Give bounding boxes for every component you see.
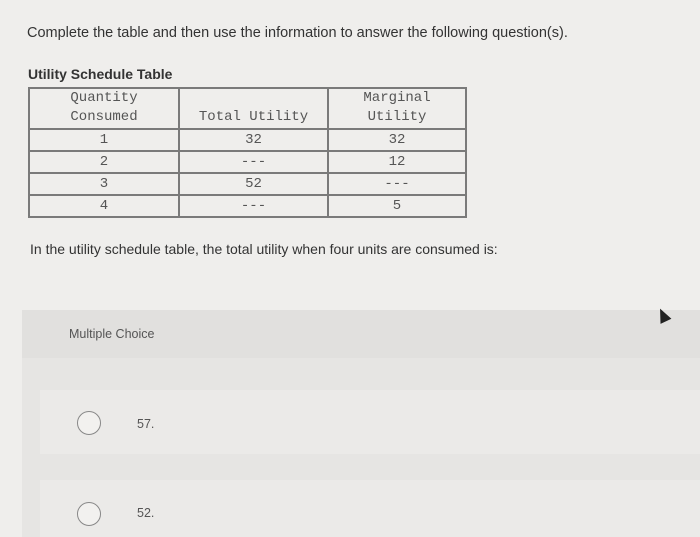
cell: 3 [28, 172, 180, 196]
panel-header: Multiple Choice [22, 310, 700, 358]
cell: 4 [28, 194, 180, 218]
table-title: Utility Schedule Table [28, 66, 173, 82]
cell: 32 [178, 128, 329, 152]
multiple-choice-label: Multiple Choice [69, 327, 155, 341]
cell: --- [327, 172, 467, 196]
instructions: Complete the table and then use the info… [27, 25, 568, 41]
table-row: 2 --- 12 [28, 150, 467, 174]
cell: 12 [327, 150, 467, 174]
multiple-choice-panel: Multiple Choice 57. 52. [22, 310, 700, 537]
radio-button[interactable] [77, 411, 101, 435]
cell: --- [178, 150, 329, 174]
table-header-row: Quantity Consumed Total Utility Marginal U… [28, 87, 467, 130]
table-row: 3 52 --- [28, 172, 467, 196]
choice-option-57[interactable]: 57. [40, 390, 700, 454]
header-quantity: Quantity Consumed [28, 87, 180, 130]
header-total-utility: Total Utility [178, 87, 329, 130]
cell: 1 [28, 128, 180, 152]
cell: --- [178, 194, 329, 218]
table-row: 4 --- 5 [28, 194, 467, 218]
utility-schedule-table: Quantity Consumed Total Utility Marginal U… [28, 87, 467, 218]
choice-label: 57. [137, 417, 155, 431]
question-text: In the utility schedule table, the total… [30, 241, 498, 257]
choice-option-52[interactable]: 52. [40, 480, 700, 537]
choice-label: 52. [137, 506, 155, 520]
cell: 5 [327, 194, 467, 218]
radio-button[interactable] [77, 502, 101, 526]
cell: 52 [178, 172, 329, 196]
header-marginal-utility: Marginal Utility [327, 87, 467, 130]
cell: 2 [28, 150, 180, 174]
cell: 32 [327, 128, 467, 152]
table-row: 1 32 32 [28, 128, 467, 152]
